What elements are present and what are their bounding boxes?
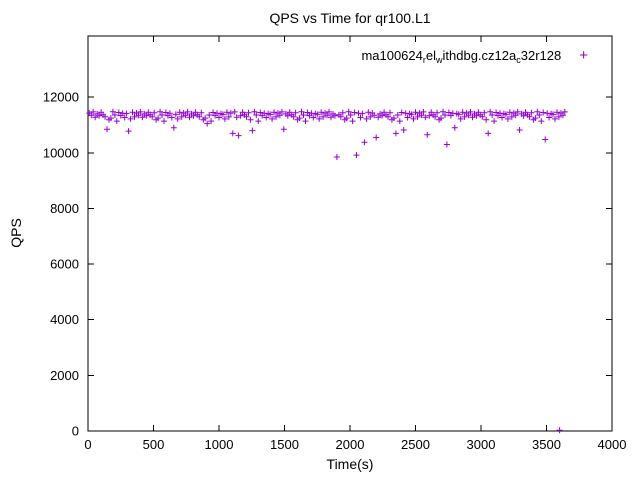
x-tick-label: 3000: [467, 437, 496, 452]
legend-subscript: c: [516, 55, 521, 65]
y-tick-label: 0: [72, 424, 79, 439]
plot-border: [87, 35, 613, 432]
x-tick-label: 1000: [205, 437, 234, 452]
plus-marker-icon: +: [579, 47, 588, 64]
y-tick-label: 8000: [50, 201, 79, 216]
x-tick-label: 500: [143, 437, 165, 452]
legend-text-part: ithdbg.cz12a: [442, 48, 517, 63]
x-tick-label: 4000: [598, 437, 627, 452]
y-tick-label: 6000: [50, 257, 79, 272]
x-tick-label: 2000: [336, 437, 365, 452]
legend-text-part: el: [425, 48, 437, 63]
y-tick-label: 10000: [43, 145, 79, 160]
legend-label: ma100624relwithdbg.cz12ac32r128: [361, 48, 561, 65]
x-tick-label: 1500: [270, 437, 299, 452]
y-tick-label: 4000: [50, 312, 79, 327]
legend-text-part: 32r128: [520, 48, 562, 63]
x-axis-label: Time(s): [326, 456, 374, 472]
legend-subscript: w: [436, 55, 443, 65]
legend-text-part: ma100624: [361, 48, 423, 63]
x-tick-label: 0: [84, 437, 91, 452]
x-tick-label: 2500: [401, 437, 430, 452]
scatter-points: [86, 108, 568, 434]
y-tick-label: 2000: [50, 368, 79, 383]
chart-title: QPS vs Time for qr100.L1: [269, 10, 431, 26]
legend-subscript: r: [422, 55, 426, 65]
y-tick-label: 12000: [43, 90, 79, 105]
legend: ma100624relwithdbg.cz12ac32r128 +: [361, 48, 588, 65]
x-tick-label: 3500: [532, 437, 561, 452]
